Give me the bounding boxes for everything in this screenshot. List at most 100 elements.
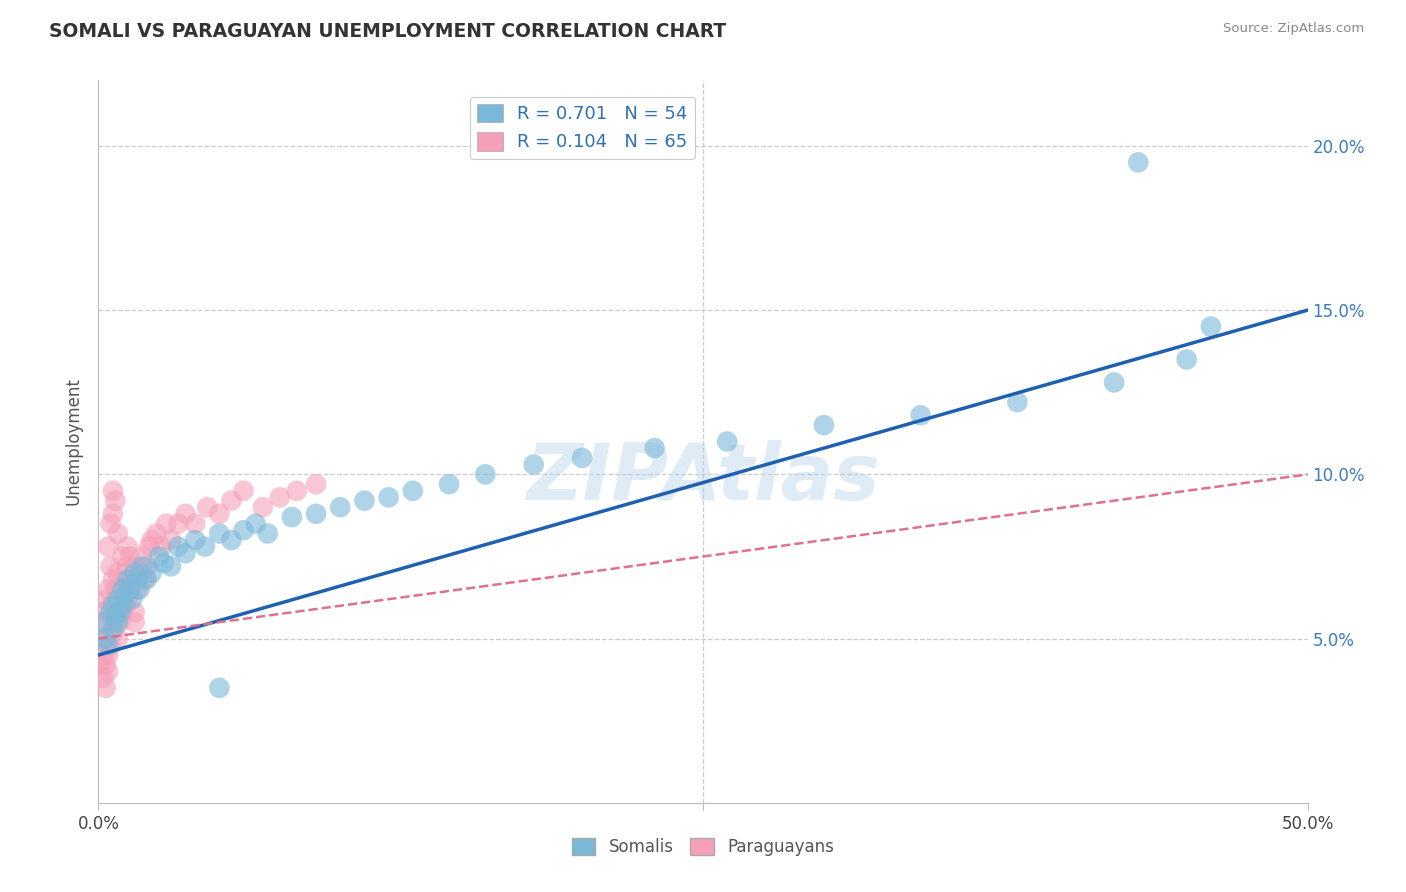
Point xyxy=(232,483,254,498)
Point xyxy=(107,526,129,541)
Point xyxy=(155,516,177,531)
Point xyxy=(221,533,243,547)
Point xyxy=(91,648,114,662)
Point xyxy=(167,540,190,554)
Point xyxy=(134,573,156,587)
Point xyxy=(111,599,134,613)
Point xyxy=(104,615,127,630)
Point xyxy=(104,493,127,508)
Point xyxy=(474,467,496,482)
Point xyxy=(644,441,666,455)
Point xyxy=(101,507,124,521)
Point xyxy=(108,615,131,630)
Point xyxy=(124,566,146,580)
Point xyxy=(114,599,136,613)
Point xyxy=(100,605,122,619)
Point xyxy=(152,556,174,570)
Point xyxy=(252,500,274,515)
Point xyxy=(281,510,304,524)
Point xyxy=(117,559,139,574)
Point xyxy=(124,615,146,630)
Point xyxy=(195,500,218,515)
Point xyxy=(256,526,278,541)
Point xyxy=(100,516,122,531)
Text: ZIPAtlas: ZIPAtlas xyxy=(526,440,880,516)
Point xyxy=(402,483,425,498)
Point xyxy=(131,559,153,574)
Point xyxy=(232,523,254,537)
Point xyxy=(194,540,217,554)
Point xyxy=(141,566,163,580)
Point xyxy=(174,507,197,521)
Point xyxy=(104,608,127,623)
Point xyxy=(118,582,141,597)
Point xyxy=(160,533,183,547)
Text: Source: ZipAtlas.com: Source: ZipAtlas.com xyxy=(1223,22,1364,36)
Point xyxy=(101,599,124,613)
Point xyxy=(97,665,120,679)
Point xyxy=(117,573,139,587)
Point xyxy=(377,491,399,505)
Point xyxy=(1102,376,1125,390)
Point xyxy=(111,599,134,613)
Point xyxy=(208,507,231,521)
Point xyxy=(184,533,207,547)
Point xyxy=(127,582,149,597)
Point xyxy=(124,559,146,574)
Point xyxy=(104,582,127,597)
Point xyxy=(100,638,122,652)
Point xyxy=(221,493,243,508)
Point xyxy=(208,526,231,541)
Point xyxy=(90,615,112,630)
Point xyxy=(94,632,117,646)
Point xyxy=(97,638,120,652)
Text: SOMALI VS PARAGUAYAN UNEMPLOYMENT CORRELATION CHART: SOMALI VS PARAGUAYAN UNEMPLOYMENT CORREL… xyxy=(49,22,727,41)
Point xyxy=(100,559,122,574)
Point xyxy=(1128,155,1150,169)
Point xyxy=(114,573,136,587)
Point xyxy=(148,549,170,564)
Point xyxy=(121,573,143,587)
Point xyxy=(523,458,546,472)
Point xyxy=(90,657,112,672)
Point xyxy=(117,540,139,554)
Point xyxy=(97,648,120,662)
Point xyxy=(114,589,136,603)
Point xyxy=(269,491,291,505)
Point xyxy=(128,582,150,597)
Point xyxy=(107,615,129,630)
Point xyxy=(118,549,141,564)
Point xyxy=(135,559,157,574)
Point xyxy=(118,582,141,597)
Point xyxy=(94,632,117,646)
Point xyxy=(1175,352,1198,367)
Point xyxy=(167,516,190,531)
Point xyxy=(305,477,328,491)
Point xyxy=(94,592,117,607)
Point xyxy=(150,540,173,554)
Legend: Somalis, Paraguayans: Somalis, Paraguayans xyxy=(565,831,841,863)
Point xyxy=(184,516,207,531)
Point xyxy=(305,507,328,521)
Point xyxy=(353,493,375,508)
Point xyxy=(174,546,197,560)
Point xyxy=(101,573,124,587)
Point xyxy=(97,540,120,554)
Point xyxy=(160,559,183,574)
Point xyxy=(101,622,124,636)
Point xyxy=(138,540,160,554)
Point xyxy=(91,605,114,619)
Point xyxy=(97,582,120,597)
Point xyxy=(111,582,134,597)
Point xyxy=(127,573,149,587)
Point xyxy=(91,671,114,685)
Point xyxy=(716,434,738,449)
Point xyxy=(101,483,124,498)
Point xyxy=(107,632,129,646)
Point xyxy=(124,605,146,619)
Point xyxy=(329,500,352,515)
Point xyxy=(108,605,131,619)
Point xyxy=(94,681,117,695)
Point xyxy=(1199,319,1222,334)
Point xyxy=(91,615,114,630)
